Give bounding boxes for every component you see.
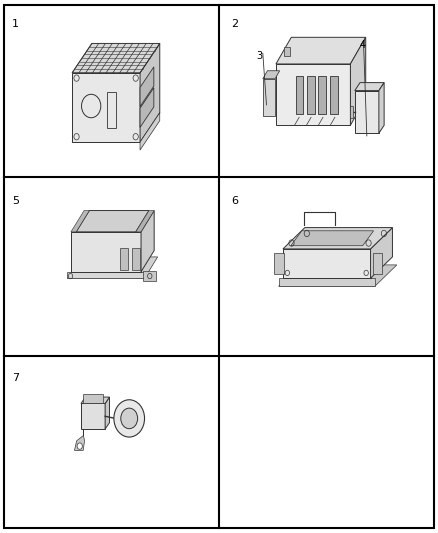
- Polygon shape: [120, 248, 128, 270]
- Polygon shape: [140, 112, 160, 150]
- Polygon shape: [72, 43, 160, 72]
- Text: 7: 7: [12, 373, 19, 383]
- Polygon shape: [355, 91, 379, 133]
- Polygon shape: [373, 253, 382, 274]
- Bar: [330, 76, 338, 114]
- Polygon shape: [379, 83, 384, 133]
- Polygon shape: [105, 397, 110, 429]
- Bar: [296, 76, 304, 114]
- Text: 6: 6: [231, 196, 238, 206]
- Polygon shape: [81, 397, 110, 403]
- Polygon shape: [76, 211, 149, 232]
- Polygon shape: [71, 232, 141, 272]
- Bar: [350, 106, 353, 118]
- Polygon shape: [263, 71, 279, 79]
- Text: 1: 1: [12, 19, 19, 29]
- Polygon shape: [140, 67, 154, 107]
- Polygon shape: [74, 429, 85, 450]
- Polygon shape: [81, 403, 105, 429]
- Polygon shape: [283, 228, 392, 249]
- Polygon shape: [67, 272, 145, 278]
- Polygon shape: [71, 211, 89, 232]
- Polygon shape: [276, 64, 350, 125]
- Polygon shape: [371, 228, 392, 278]
- Polygon shape: [350, 37, 366, 125]
- Polygon shape: [291, 115, 345, 125]
- Bar: [284, 47, 290, 56]
- Text: 3: 3: [256, 51, 262, 61]
- Polygon shape: [132, 248, 140, 270]
- Polygon shape: [276, 37, 366, 64]
- Polygon shape: [140, 43, 160, 142]
- Text: 5: 5: [12, 196, 19, 206]
- Bar: [107, 92, 116, 128]
- Circle shape: [121, 408, 138, 429]
- Bar: [307, 76, 314, 114]
- Polygon shape: [72, 72, 140, 142]
- Polygon shape: [263, 79, 275, 116]
- Polygon shape: [72, 112, 160, 142]
- Circle shape: [114, 400, 145, 437]
- Polygon shape: [291, 231, 374, 246]
- Polygon shape: [67, 257, 158, 278]
- Polygon shape: [355, 83, 384, 91]
- Bar: [318, 76, 326, 114]
- Polygon shape: [140, 87, 154, 127]
- Polygon shape: [83, 394, 102, 403]
- Circle shape: [77, 443, 82, 449]
- Polygon shape: [279, 278, 375, 286]
- Polygon shape: [279, 265, 397, 286]
- Polygon shape: [141, 211, 154, 272]
- Polygon shape: [283, 249, 371, 278]
- Polygon shape: [136, 211, 154, 232]
- Text: 2: 2: [231, 19, 238, 29]
- Polygon shape: [274, 253, 284, 274]
- Polygon shape: [143, 271, 156, 281]
- Text: 4: 4: [359, 40, 365, 50]
